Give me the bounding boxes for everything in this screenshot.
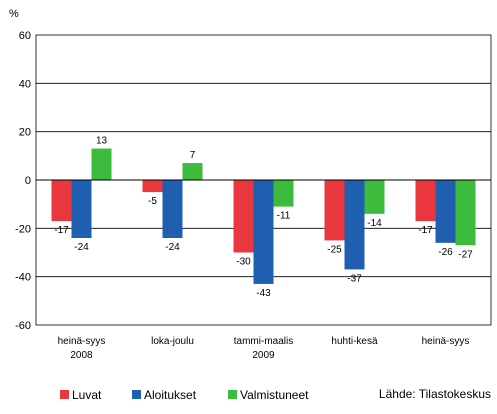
source-note: Lähde: Tilastokeskus [379,387,491,401]
bars [51,148,476,284]
bar-luvat-1 [142,180,163,193]
y-tick-label: -20 [15,223,31,235]
y-tick-label: 20 [19,127,31,139]
bar-valmistuneet-2 [273,180,294,207]
x-tick-label: tammi-maalis [234,336,293,347]
y-tick-label: -40 [15,272,31,284]
bar-aloitukset-1 [162,180,183,238]
bar-valmistuneet-0 [91,148,112,180]
bar-luvat-0 [51,180,72,222]
data-label: -11 [277,211,291,222]
x-tick-label: 2008 [70,350,93,361]
x-tick-label: huhti-kesä [331,336,378,347]
bar-aloitukset-3 [344,180,365,270]
data-label: -17 [418,225,433,236]
bar-valmistuneet-1 [182,163,203,180]
bar-luvat-4 [415,180,436,222]
legend-label-aloitukset: Aloitukset [144,388,197,402]
y-tick-label: -60 [15,320,31,332]
y-tick-label: 0 [25,175,31,187]
data-label: -26 [438,247,453,258]
bar-valmistuneet-3 [364,180,385,214]
data-label: -25 [327,244,342,255]
data-label: -37 [347,273,362,284]
data-label: -14 [367,218,382,229]
legend-label-luvat: Luvat [72,388,102,402]
data-label: -27 [458,249,473,260]
y-axis-unit-label: % [9,8,19,20]
bar-aloitukset-4 [435,180,456,243]
bar-aloitukset-2 [253,180,274,284]
x-tick-label: heinä-syys [422,336,470,347]
legend-swatch-valmistuneet [228,390,237,399]
data-label: 7 [190,150,196,161]
bar-valmistuneet-4 [455,180,476,246]
data-label: -17 [54,225,69,236]
legend: Luvat Aloitukset Valmistuneet [60,388,309,402]
y-tick-label: 60 [19,30,31,42]
axes: 60 40 20 0 -20 -40 -60 heinä-syys 2008 loka-joulu… [15,30,492,361]
bar-luvat-2 [233,180,254,253]
legend-swatch-aloitukset [132,390,141,399]
data-label: -24 [74,242,89,253]
legend-label-valmistuneet: Valmistuneet [240,388,309,402]
y-tick-label: 40 [19,78,31,90]
data-label: -30 [236,257,251,268]
bar-luvat-3 [324,180,345,241]
x-tick-label: heinä-syys [58,336,106,347]
data-label: -24 [165,242,180,253]
x-tick-label: 2009 [252,350,275,361]
x-tick-label: loka-joulu [151,336,194,347]
legend-swatch-luvat [60,390,69,399]
data-label: -43 [256,288,271,299]
bar-aloitukset-0 [71,180,92,238]
data-label: -5 [148,196,157,207]
data-label: 13 [96,136,108,147]
data-labels: -17 -5 -30 -25 -17 -24 -24 -43 -37 -26 13 7 -11 -14 -2… [54,136,473,299]
